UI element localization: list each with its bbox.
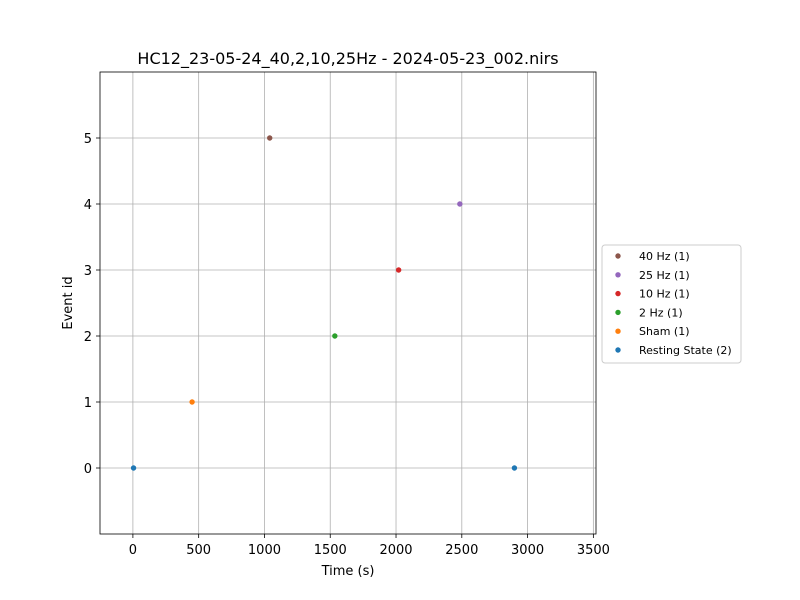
legend-label: Resting State (2) <box>639 344 732 357</box>
x-tick-label: 3500 <box>577 543 610 558</box>
legend: 40 Hz (1) 25 Hz (1) 10 Hz (1) 2 Hz (1) Sham … <box>601 244 742 364</box>
y-axis-label: Event id <box>61 276 76 329</box>
data-point <box>189 399 195 405</box>
x-tick-label: 500 <box>186 543 211 558</box>
legend-box <box>601 244 742 364</box>
chart-title: HC12_23-05-24_40,2,10,25Hz - 2024-05-23_… <box>137 49 558 69</box>
y-tick-label: 3 <box>84 264 92 279</box>
data-point <box>457 201 463 207</box>
legend-label: 2 Hz (1) <box>639 306 683 319</box>
legend-marker <box>615 328 621 334</box>
y-tick-label: 5 <box>84 132 92 147</box>
grid <box>100 72 596 534</box>
legend-marker <box>615 253 621 259</box>
legend-marker <box>615 309 621 316</box>
x-tick-label: 2500 <box>445 543 478 558</box>
data-point <box>130 465 137 471</box>
data-point <box>395 267 402 273</box>
legend-label: Sham (1) <box>639 325 690 338</box>
plot-frame <box>99 71 597 535</box>
legend-label: 25 Hz (1) <box>639 269 690 282</box>
legend-label: 40 Hz (1) <box>639 250 690 263</box>
x-tick-label: 2000 <box>379 543 412 558</box>
y-tick-label: 0 <box>84 462 92 477</box>
y-tick-label: 2 <box>84 330 92 345</box>
legend-label: 10 Hz (1) <box>639 288 690 301</box>
data-points <box>130 135 518 471</box>
x-tick-label: 3000 <box>511 543 544 558</box>
data-point <box>332 333 338 339</box>
legend-marker <box>615 347 621 353</box>
x-tick-label: 0 <box>129 543 137 558</box>
y-tick-label: 1 <box>84 396 92 411</box>
data-point <box>267 135 273 141</box>
axes: 0 500 1000 1500 2000 2500 3000 3500 0 1 2 3 4 5 <box>84 71 610 558</box>
x-tick-label: 1000 <box>248 543 281 558</box>
legend-marker <box>615 290 621 297</box>
data-point <box>511 465 518 471</box>
x-tick-label: 1500 <box>314 543 347 558</box>
y-tick-label: 4 <box>84 198 92 213</box>
x-axis-label: Time (s) <box>321 564 375 579</box>
legend-marker <box>615 272 621 278</box>
